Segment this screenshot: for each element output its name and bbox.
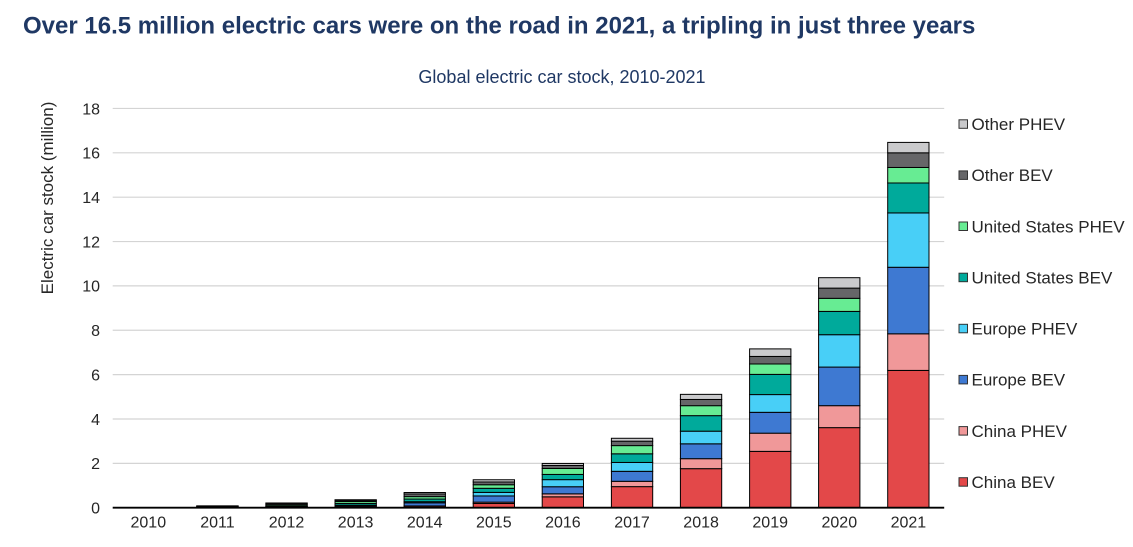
- svg-text:2020: 2020: [822, 515, 858, 532]
- svg-text:14: 14: [82, 190, 100, 207]
- svg-text:2010: 2010: [131, 515, 167, 532]
- svg-text:China BEV: China BEV: [972, 473, 1056, 492]
- svg-text:Electric car stock (million): Electric car stock (million): [38, 102, 57, 295]
- svg-text:Other BEV: Other BEV: [972, 166, 1054, 185]
- svg-text:10: 10: [82, 279, 100, 296]
- svg-text:2012: 2012: [269, 515, 305, 532]
- svg-text:2021: 2021: [891, 515, 927, 532]
- svg-text:18: 18: [82, 101, 100, 118]
- svg-text:8: 8: [91, 323, 100, 340]
- svg-text:2: 2: [91, 456, 100, 473]
- svg-text:Europe BEV: Europe BEV: [972, 371, 1066, 390]
- svg-text:16: 16: [82, 146, 100, 163]
- svg-text:2011: 2011: [200, 515, 235, 532]
- svg-text:Other PHEV: Other PHEV: [972, 115, 1066, 134]
- svg-text:4: 4: [91, 412, 100, 429]
- svg-text:6: 6: [91, 367, 100, 384]
- svg-text:2015: 2015: [476, 515, 512, 532]
- svg-text:2017: 2017: [614, 515, 650, 532]
- svg-text:Over 16.5 million electric car: Over 16.5 million electric cars were on …: [23, 13, 975, 40]
- svg-text:2019: 2019: [752, 515, 788, 532]
- svg-text:China PHEV: China PHEV: [972, 422, 1068, 441]
- svg-text:Global electric car stock, 201: Global electric car stock, 2010-2021: [418, 67, 705, 87]
- svg-text:2016: 2016: [545, 515, 581, 532]
- svg-text:0: 0: [91, 501, 100, 518]
- svg-text:Europe PHEV: Europe PHEV: [972, 320, 1078, 339]
- svg-text:12: 12: [82, 234, 100, 251]
- svg-text:United States BEV: United States BEV: [972, 268, 1113, 287]
- svg-text:2013: 2013: [338, 515, 374, 532]
- svg-text:2014: 2014: [407, 515, 443, 532]
- svg-text:United States PHEV: United States PHEV: [972, 217, 1126, 236]
- svg-text:2018: 2018: [683, 515, 719, 532]
